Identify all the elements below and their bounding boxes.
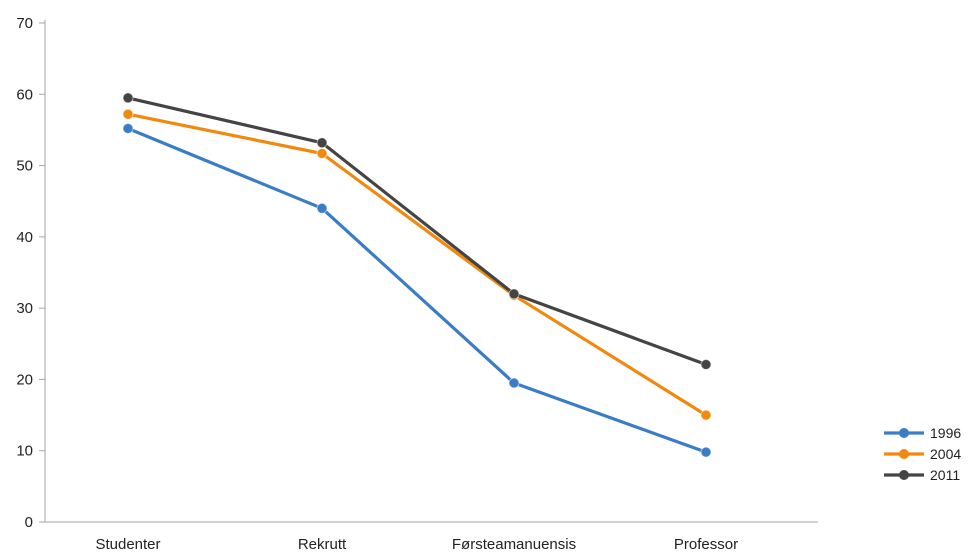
- data-point-2011: [122, 92, 134, 104]
- legend: 1996 2004 2011: [884, 425, 961, 483]
- legend-label-2004: 2004: [930, 446, 961, 462]
- y-tick-label: 40: [16, 229, 33, 246]
- y-tick-label: 30: [16, 300, 33, 317]
- data-point-1996: [122, 123, 134, 134]
- y-tick-label: 50: [16, 158, 33, 175]
- data-point-2011: [316, 137, 328, 149]
- y-tick-label: 10: [16, 443, 33, 460]
- data-point-2011: [508, 288, 520, 300]
- data-point-1996: [316, 202, 328, 214]
- data-point-1996: [700, 446, 712, 458]
- legend-label-2011: 2011: [930, 467, 960, 483]
- y-tick-label: 20: [16, 371, 33, 388]
- data-point-2004: [316, 148, 328, 159]
- data-point-1996: [508, 377, 520, 389]
- x-tick-label: Rekrutt: [298, 536, 347, 553]
- y-tick-label: 60: [16, 86, 33, 103]
- series-line-2011: [126, 96, 708, 367]
- legend-marker-2004: [899, 449, 909, 459]
- data-point-2004: [700, 409, 712, 421]
- x-axis: Studenter Rekrutt Førsteamanuensis Professo…: [45, 521, 818, 553]
- y-tick-label: 0: [25, 514, 33, 531]
- legend-marker-2011: [899, 470, 909, 480]
- x-tick-label: Studenter: [95, 536, 160, 553]
- y-axis: 0 10 20 30 40 50 60 70: [16, 15, 46, 531]
- legend-marker-1996: [899, 428, 909, 438]
- data-point-2011: [700, 359, 712, 370]
- legend-label-1996: 1996: [930, 425, 961, 441]
- x-tick-label: Førsteamanuensis: [452, 536, 576, 553]
- series-line-2004: [126, 112, 708, 417]
- series-lines: [122, 92, 712, 458]
- data-point-2004: [122, 108, 134, 120]
- x-tick-label: Professor: [674, 536, 738, 553]
- y-tick-label: 70: [16, 15, 33, 32]
- series-line-1996: [126, 126, 708, 454]
